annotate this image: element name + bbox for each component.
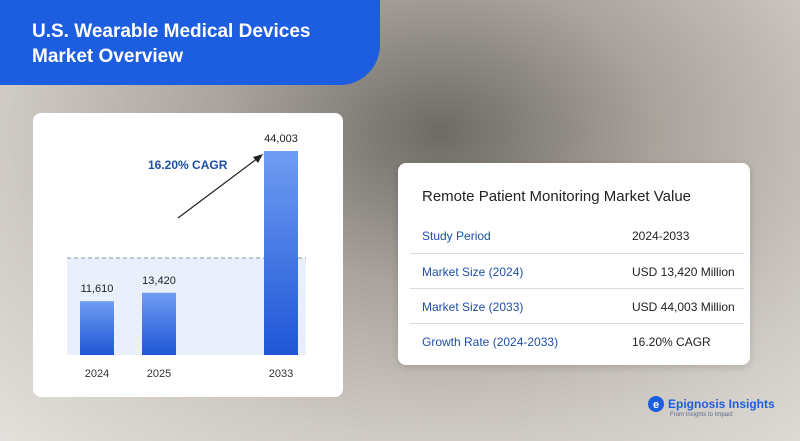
row-label: Study Period: [422, 229, 491, 243]
row-label: Growth Rate (2024-2033): [422, 335, 559, 349]
x-tick-label: 2025: [147, 368, 171, 380]
table-card: Remote Patient Monitoring Market Value S…: [398, 163, 750, 365]
table-row: Market Size (2024) USD 13,420 Million: [410, 253, 744, 289]
brand-tagline: From Insights to Impact: [670, 412, 733, 418]
row-label: Market Size (2024): [422, 265, 524, 279]
row-label: Market Size (2033): [422, 300, 524, 314]
title: U.S. Wearable Medical Devices Market Ove…: [32, 21, 311, 67]
arrow-head: [253, 154, 263, 163]
brand-name: Epignosis Insights: [668, 397, 775, 411]
logo-icon: [648, 396, 664, 412]
value-label: 13,420: [142, 275, 176, 287]
logo-letter: e: [653, 399, 659, 411]
table-title: Remote Patient Monitoring Market Value: [422, 188, 692, 205]
row-value: 16.20% CAGR: [632, 335, 711, 349]
row-value: 2024-2033: [632, 229, 690, 243]
row-value: USD 13,420 Million: [632, 265, 735, 279]
x-tick-label: 2033: [269, 368, 293, 380]
header: [0, 0, 380, 85]
x-tick-label: 2024: [85, 368, 109, 380]
bar: [264, 151, 298, 355]
value-label: 44,003: [264, 133, 298, 145]
table-row: Study Period 2024-2033: [410, 218, 744, 253]
table-row: Market Size (2033) USD 44,003 Million: [410, 288, 744, 324]
arrow: [177, 157, 259, 219]
value-label: 11,610: [81, 283, 114, 295]
table-row: Growth Rate (2024-2033) 16.20% CAGR: [410, 323, 744, 359]
bar: [80, 301, 114, 355]
row-value: USD 44,003 Million: [632, 300, 735, 314]
cagr-annotation: 16.20% CAGR: [148, 158, 228, 172]
bar: [142, 292, 176, 355]
